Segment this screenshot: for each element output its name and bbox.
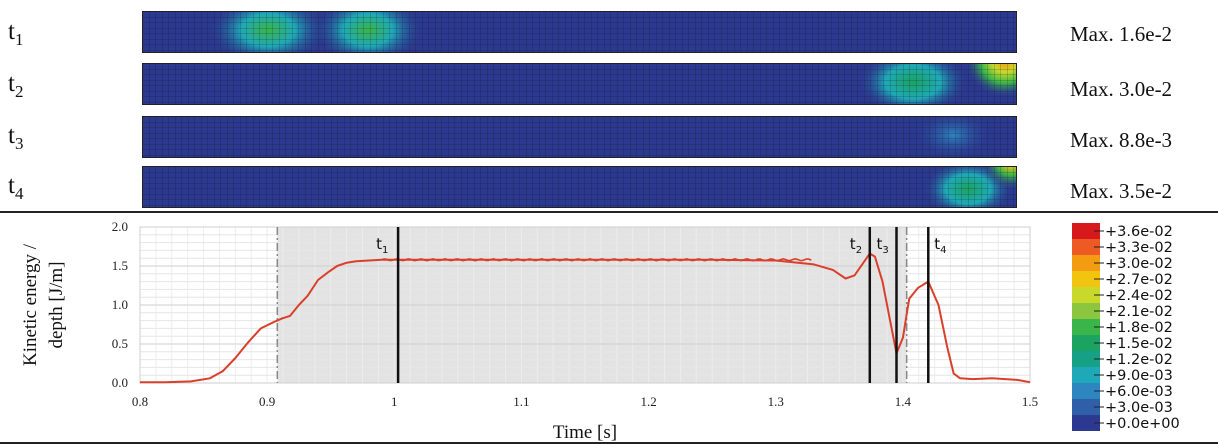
contour-strip-t2 — [142, 63, 1017, 105]
max-label-t1: Max. 1.6e-2 — [1070, 22, 1173, 46]
legend-swatch — [1072, 287, 1100, 303]
legend-swatch — [1072, 367, 1100, 383]
legend-value-label: +1.5e-02 — [1105, 336, 1173, 352]
y-axis-title-line-2: depth [J/m] — [46, 261, 67, 348]
legend-swatch — [1072, 303, 1100, 319]
legend-swatch — [1072, 351, 1100, 367]
y-tick-label: 1.5 — [112, 258, 128, 273]
legend-value-label: +9.0e-03 — [1105, 368, 1173, 384]
time-marker-label-2: t2 — [850, 235, 862, 256]
time-marker-label-1: t1 — [376, 235, 388, 256]
y-tick-label: 0.0 — [112, 375, 128, 390]
row-label-t3: t3 — [8, 122, 24, 153]
legend-value-label: +1.2e-02 — [1105, 352, 1173, 368]
color-legend: +3.6e-02+3.3e-02+3.0e-02+2.7e-02+2.4e-02… — [1072, 223, 1180, 432]
x-tick-label: 1.4 — [895, 394, 912, 409]
legend-value-label: +3.6e-02 — [1105, 224, 1173, 240]
legend-value-label: +0.0e+00 — [1105, 416, 1180, 432]
y-tick-label: 0.5 — [112, 336, 128, 351]
legend-value-label: +2.4e-02 — [1105, 288, 1173, 304]
contour-strip-t4 — [142, 166, 1017, 208]
row-label-t2: t2 — [8, 70, 24, 101]
legend-value-label: +1.8e-02 — [1105, 320, 1173, 336]
x-tick-label: 1.1 — [513, 394, 529, 409]
legend-swatch — [1072, 399, 1100, 415]
x-tick-label: 0.9 — [259, 394, 275, 409]
y-axis-title-line-1: Kinetic energy / — [20, 243, 41, 366]
x-tick-label: 1.5 — [1022, 394, 1038, 409]
max-label-t2: Max. 3.0e-2 — [1070, 77, 1173, 101]
x-tick-label: 1 — [391, 394, 398, 409]
contour-strip-t3 — [142, 116, 1017, 158]
contour-strip-t1 — [142, 11, 1017, 53]
legend-swatch — [1072, 223, 1100, 239]
section-divider-bottom — [0, 442, 1218, 444]
legend-swatch — [1072, 239, 1100, 255]
max-label-t3: Max. 8.8e-3 — [1070, 128, 1173, 152]
x-axis-title: Time [s] — [553, 422, 617, 442]
row-label-t4: t4 — [8, 172, 24, 203]
time-marker-label-3: t3 — [877, 235, 889, 256]
time-marker-label-4: t4 — [934, 235, 946, 256]
legend-value-label: +2.1e-02 — [1105, 304, 1173, 320]
legend-value-label: +3.0e-02 — [1105, 256, 1173, 272]
max-label-t4: Max. 3.5e-2 — [1070, 179, 1173, 203]
y-tick-label: 1.0 — [112, 297, 128, 312]
legend-swatch — [1072, 335, 1100, 351]
plot-frame — [139, 226, 1031, 384]
kinetic-energy-chart: t1 t2 t3 t4 0.0 0.5 1.0 1.5 2.0 0.8 0.9 1 1.1 1.2 1.3 1… — [20, 219, 1038, 442]
x-tick-label: 1.2 — [640, 394, 656, 409]
legend-value-label: +3.0e-03 — [1105, 400, 1173, 416]
row-label-t1: t1 — [8, 18, 24, 49]
section-divider-top — [0, 211, 1218, 213]
y-tick-label: 2.0 — [112, 219, 128, 234]
x-tick-label: 0.8 — [132, 394, 148, 409]
legend-swatch — [1072, 319, 1100, 335]
legend-value-label: +6.0e-03 — [1105, 384, 1173, 400]
plateau-ripple — [381, 257, 812, 262]
legend-value-label: +3.3e-02 — [1105, 240, 1173, 256]
x-tick-label: 1.3 — [768, 394, 784, 409]
legend-swatch — [1072, 271, 1100, 287]
legend-swatch — [1072, 255, 1100, 271]
legend-value-label: +2.7e-02 — [1105, 272, 1173, 288]
legend-swatch — [1072, 383, 1100, 399]
legend-swatch — [1072, 415, 1100, 431]
